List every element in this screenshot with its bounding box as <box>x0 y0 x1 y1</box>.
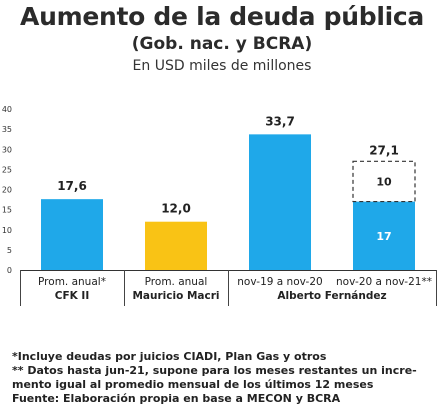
y-tick-label-1: 5 <box>7 246 12 255</box>
y-tick-label-6: 30 <box>2 145 12 154</box>
unit-label: En USD miles de millones <box>132 58 312 74</box>
chart-subtitle: (Gob. nac. y BCRA) <box>131 34 313 54</box>
bar-2-value-label: 33,7 <box>265 114 295 128</box>
footnote-2: ** Datos hasta jun-21, supone para los m… <box>12 364 417 377</box>
y-tick-label-3: 15 <box>2 206 12 215</box>
bar-3-segment-0 <box>353 201 415 270</box>
category-label-1: Prom. anual <box>145 276 208 288</box>
y-tick-label-8: 40 <box>2 105 12 114</box>
y-tick-label-0: 0 <box>7 266 12 275</box>
bar-3-total-label: 27,1 <box>369 143 399 157</box>
footnote-source: Fuente: Elaboración propia en base a MEC… <box>12 392 341 405</box>
bar-1 <box>145 221 207 270</box>
y-tick-label-4: 20 <box>2 186 12 195</box>
bar-1-value-label: 12,0 <box>161 202 191 216</box>
bar-0 <box>41 199 103 270</box>
bar-2 <box>249 134 311 270</box>
y-tick-label-5: 25 <box>2 165 12 174</box>
category-label-0: Prom. anual* <box>38 276 106 288</box>
bar-3-segment-1-label: 10 <box>376 175 392 188</box>
footnote-1: *Incluye deudas por juicios CIADI, Plan … <box>12 350 327 363</box>
bar-chart: 0 5 10 15 20 25 30 35 40 17,6 12,0 33,7 17 10 27,1 Prom… <box>2 105 437 306</box>
y-tick-label-7: 35 <box>2 125 12 134</box>
footnotes: *Incluye deudas por juicios CIADI, Plan … <box>12 350 440 406</box>
group-label-1: Mauricio Macri <box>132 290 219 302</box>
category-label-3: nov-20 a nov-21** <box>336 276 432 288</box>
y-tick-label-2: 10 <box>2 226 12 235</box>
footnote-3: mento igual al promedio mensual de los ú… <box>12 378 374 391</box>
bar-3-segment-0-label: 17 <box>376 230 391 243</box>
category-label-2: nov-19 a nov-20 <box>237 276 322 288</box>
bar-3-segment-1 <box>352 160 416 203</box>
group-label-2: Alberto Fernández <box>277 290 386 302</box>
group-label-0: CFK II <box>55 290 89 302</box>
bar-0-value-label: 17,6 <box>57 179 87 193</box>
chart-title: Aumento de la deuda pública <box>20 2 424 31</box>
